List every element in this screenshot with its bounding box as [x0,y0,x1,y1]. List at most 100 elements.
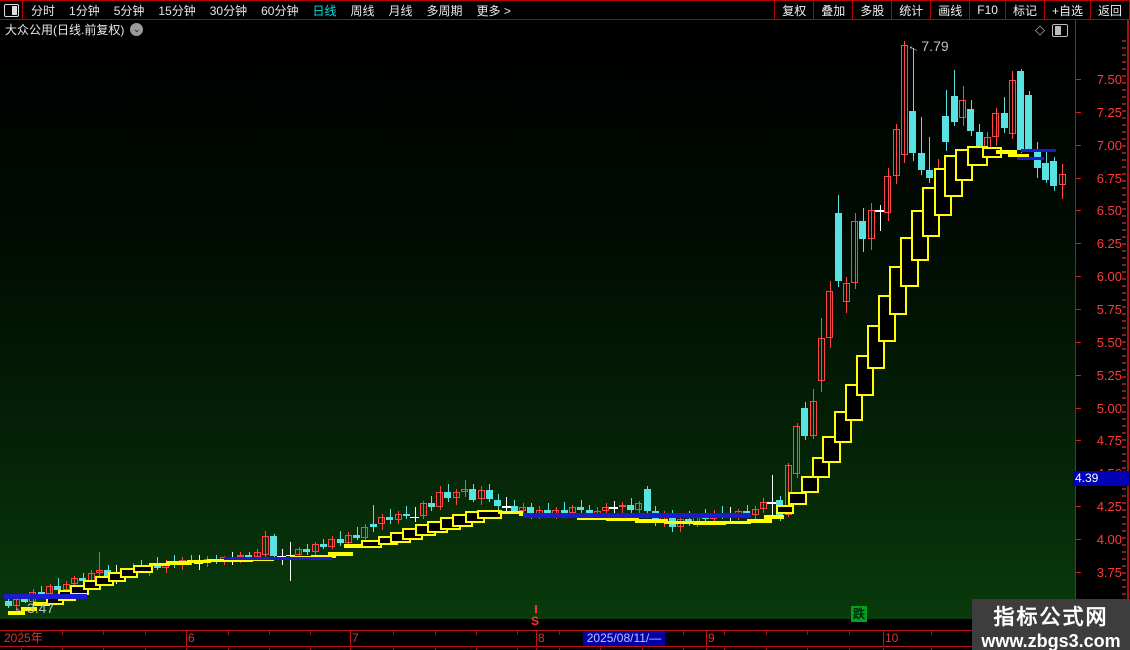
period-tab-多周期[interactable]: 多周期 [426,3,463,18]
price-axis-tick [1075,440,1081,442]
candle-wick [638,500,640,514]
candle-wick [1062,164,1064,199]
date-axis-minor-tick [269,648,270,650]
price-axis-label: 6.25 [1096,236,1122,252]
tool-button-+自选[interactable]: +自选 [1043,1,1090,19]
price-axis-tick [1075,111,1081,113]
candle-body [253,552,261,558]
price-axis-label: 5.50 [1096,334,1122,350]
tool-button-复权[interactable]: 复权 [774,1,813,19]
candle-body [369,524,377,527]
price-axis-label: 7.50 [1096,72,1122,87]
candle-body [1000,113,1008,128]
candle-body [1025,94,1033,149]
indicator-step [207,558,233,563]
price-axis-tick [1075,144,1081,146]
price-axis-tick [1075,538,1081,540]
candle-body [386,516,394,521]
candle-wick [423,500,424,520]
candle-body [767,502,777,504]
chevron-down-icon[interactable]: ⌄ [130,23,144,36]
date-axis-minor-tick [724,648,726,650]
price-axis-tick [1075,506,1081,508]
candle-wick [771,474,773,517]
period-tab-30分钟[interactable]: 30分钟 [209,3,248,18]
candle-wick [414,507,416,522]
candle-wick [854,213,856,290]
date-axis-minor-tick [931,631,933,635]
candle-wick [356,527,358,541]
date-axis-label: 2025年 [4,631,43,645]
candle-wick [257,549,258,560]
candle-body [784,465,792,516]
period-tab-周线[interactable]: 周线 [350,3,375,18]
sell-marker-dash [535,605,537,613]
candle-body [452,491,460,499]
candle-body [1017,71,1025,150]
period-tab-分时[interactable]: 分时 [31,3,56,18]
indicator-step [634,519,668,523]
candle-wick [16,598,18,609]
tool-button-返回[interactable]: 返回 [1089,1,1130,19]
candle-wick [696,512,698,528]
date-axis-minor-tick [724,631,726,635]
date-axis-minor-tick [393,648,395,650]
period-tab-60分钟[interactable]: 60分钟 [261,3,299,18]
price-axis-label: 7.00 [1096,137,1122,153]
price-axis-label: 6.50 [1096,203,1122,219]
candle-wick [622,502,624,516]
candle-body [485,490,493,500]
candle-wick [921,117,922,175]
date-axis-minor-tick [434,648,436,650]
candle-wick [298,546,300,560]
candle-wick [746,504,748,518]
candle-wick [522,503,524,517]
candle-body [867,210,875,240]
candle-body [909,110,917,153]
date-axis-tick [536,648,537,650]
date-axis-minor-tick [62,648,63,650]
layout-button[interactable] [0,1,23,19]
diamond-icon[interactable]: ◇ [1035,22,1045,37]
candle-body [70,578,78,584]
indicator-step [692,521,727,525]
candle-body [501,506,511,508]
tool-button-F10[interactable]: F10 [969,1,1005,19]
arrow-icon: ← [11,598,30,618]
period-tab-1分钟[interactable]: 1分钟 [69,3,100,18]
candle-wick [887,168,889,221]
date-axis-minor-tick [434,631,436,635]
period-tabs: 分时 1分钟 5分钟 15分钟 30分钟 60分钟 日线 周线 月线 多周期 更多 > [23,2,511,19]
price-axis-tick [1075,177,1081,179]
candle-body [402,513,410,517]
period-tab-5分钟[interactable]: 5分钟 [113,3,145,18]
tool-button-多股[interactable]: 多股 [852,1,891,19]
date-axis-minor-tick [103,648,105,650]
date-axis-minor-tick [641,648,643,650]
candle-body [975,131,983,149]
price-axis-tick [1075,374,1081,376]
indicator-step [311,554,336,559]
candle-body [303,549,311,552]
period-tab-更多 >[interactable]: 更多 > [476,3,511,18]
window-icon[interactable] [1052,23,1068,37]
period-tab-15分钟[interactable]: 15分钟 [158,3,196,18]
period-tab-日线[interactable]: 日线 [312,3,337,18]
period-tab-月线[interactable]: 月线 [388,3,413,18]
candle-body [842,282,850,303]
tool-button-统计[interactable]: 统计 [891,1,930,19]
indicator-blue-line [1016,157,1044,160]
tool-button-标记[interactable]: 标记 [1004,1,1044,19]
price-axis-label: 5.00 [1096,400,1122,416]
indicator-blue-line [224,557,332,561]
sell-marker: S [531,614,540,628]
candle-body [892,128,900,177]
candle-body [46,586,53,595]
tool-button-画线[interactable]: 画线 [930,1,969,19]
candle-body [285,554,295,557]
tool-button-叠加[interactable]: 叠加 [813,1,852,19]
candle-wick [763,498,765,513]
watermark-site-name: 指标公式网 [993,606,1109,629]
